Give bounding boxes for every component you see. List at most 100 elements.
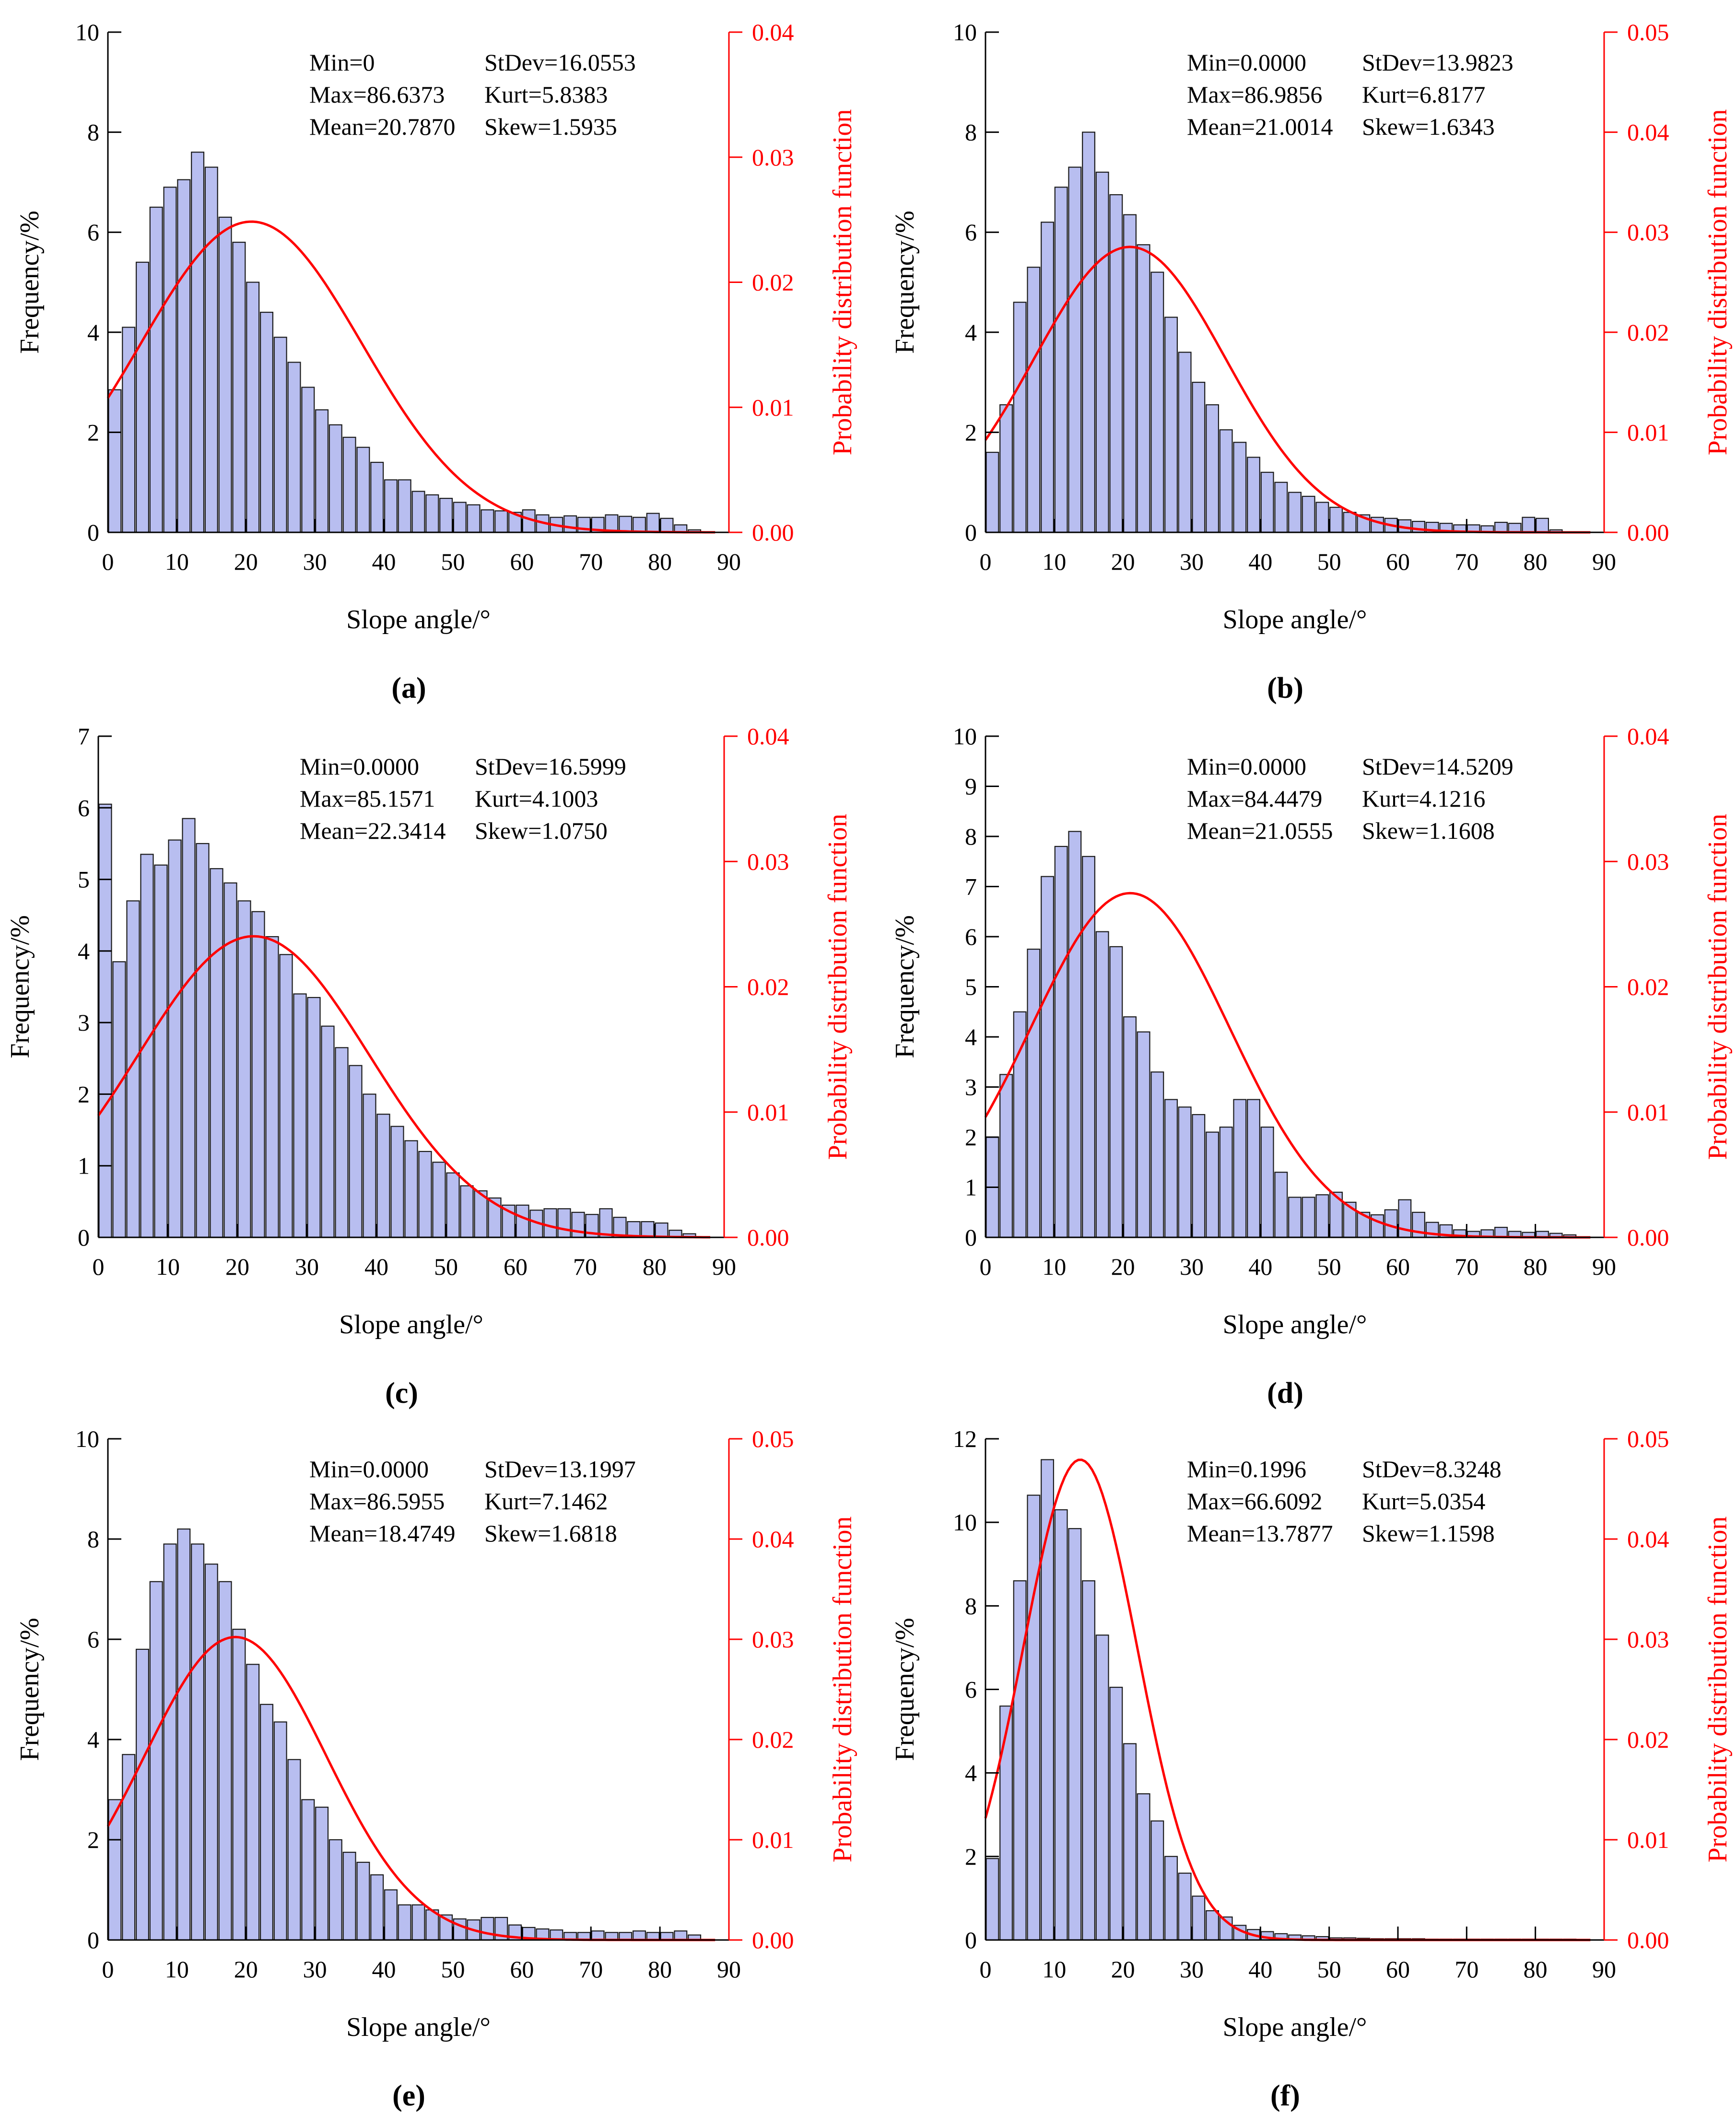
histogram-bar	[481, 1916, 494, 1941]
x-axis-tick-label: 10	[1042, 548, 1066, 575]
histogram-bar	[1082, 131, 1095, 533]
stat-left: Mean=22.3414	[300, 817, 446, 844]
y2-axis-label: Probability distribution function	[1703, 1516, 1733, 1863]
right-axis-tick-label: 0.04	[747, 723, 789, 750]
right-axis-tick-label: 0.02	[1627, 974, 1669, 1000]
histogram-bar	[432, 1162, 446, 1238]
histogram-bar	[1054, 846, 1068, 1238]
x-axis-tick-label: 40	[1248, 1253, 1272, 1280]
histogram-bar	[1302, 495, 1315, 533]
left-axis-tick-label: 4	[78, 938, 90, 964]
histogram-bar	[237, 900, 251, 1238]
histogram-bar	[1164, 317, 1178, 533]
left-axis-tick-label: 7	[78, 723, 90, 750]
x-axis-tick-label: 90	[717, 548, 741, 575]
x-axis-tick-label: 0	[980, 548, 992, 575]
stat-right: Skew=1.0750	[475, 817, 608, 844]
y2-axis-label: Probability distribution function	[1703, 109, 1733, 456]
x-axis-tick-label: 70	[579, 548, 603, 575]
histogram-bar	[985, 451, 999, 533]
histogram-bar	[1137, 1793, 1150, 1941]
stat-left: Min=0.0000	[309, 1456, 429, 1482]
x-axis-tick-label: 0	[980, 1253, 992, 1280]
histogram-bar	[453, 1918, 467, 1941]
right-axis-tick-label: 0.04	[752, 19, 794, 46]
left-axis-tick-label: 6	[965, 219, 977, 246]
right-axis-tick-label: 0.01	[752, 1826, 794, 1853]
histogram-bar	[660, 517, 674, 533]
histogram-bar	[1329, 506, 1343, 533]
stat-left: Mean=18.4749	[309, 1520, 456, 1547]
histogram-bar	[246, 1664, 260, 1941]
histogram-bar	[273, 337, 287, 533]
x-axis-tick-label: 0	[102, 548, 114, 575]
x-axis-tick-label: 30	[303, 1956, 327, 1983]
stat-right: StDev=13.1997	[484, 1456, 636, 1482]
right-axis-tick-label: 0.01	[1627, 419, 1669, 446]
left-axis-tick-label: 8	[87, 119, 99, 146]
histogram-bar	[1164, 1856, 1178, 1941]
x-axis-tick-label: 0	[102, 1956, 114, 1983]
y-axis-label: Frequency/%	[15, 1618, 45, 1761]
left-axis-tick-label: 6	[965, 923, 977, 950]
right-axis-tick-label: 0.03	[752, 144, 794, 171]
right-axis-tick-label: 0.00	[747, 1224, 789, 1251]
histogram-bar	[1302, 1197, 1315, 1238]
right-axis-tick-label: 0.04	[752, 1526, 794, 1552]
x-axis-tick-label: 20	[225, 1253, 249, 1280]
normal-fit-curve	[97, 935, 710, 1239]
x-axis-tick-label: 60	[1386, 1253, 1410, 1280]
histogram-bar	[1219, 429, 1233, 533]
histogram-bar	[363, 1093, 376, 1238]
x-axis-tick-label: 40	[364, 1253, 388, 1280]
right-axis-tick-label: 0.02	[1627, 319, 1669, 346]
histogram-bar	[1247, 1099, 1260, 1238]
panel-d: 0 1 2 3 4 5 6 7 8 9 10 0 10 20 30 40 50 60 70 80 90 0.00 0.01 0…	[890, 723, 1733, 1410]
histogram-bar	[411, 491, 425, 533]
histogram-bar	[1274, 1172, 1288, 1238]
histogram-bar	[1082, 1580, 1095, 1941]
left-axis-tick-label: 1	[965, 1174, 977, 1201]
histogram-bar	[163, 187, 177, 533]
x-axis-tick-label: 90	[1592, 548, 1616, 575]
histogram-bar	[370, 461, 384, 533]
left-axis-tick-label: 2	[87, 1826, 99, 1853]
right-axis-tick-label: 0.05	[1627, 1425, 1669, 1452]
histogram-bar	[1137, 244, 1150, 533]
normal-fit-curve	[106, 220, 716, 534]
left-axis-tick-label: 9	[965, 773, 977, 800]
histogram-bar	[1150, 271, 1164, 533]
stat-right: StDev=13.9823	[1362, 49, 1513, 76]
panel-label: (b)	[1267, 672, 1303, 705]
panel-label: (c)	[385, 1377, 418, 1410]
left-axis-tick-label: 4	[965, 1760, 977, 1787]
histogram-bar	[246, 282, 260, 533]
stats-annotation: Min=0.1996 StDev=8.3248 Max=66.6092 Kurt=5.…	[1187, 1456, 1501, 1547]
histogram-bar	[1274, 482, 1288, 533]
right-axis-tick-label: 0.00	[1627, 1927, 1669, 1953]
stats-annotation: Min=0 StDev=16.0553 Max=86.6373 Kurt=5.8383…	[309, 49, 636, 140]
histogram-bar	[223, 882, 237, 1238]
left-axis-tick-label: 6	[87, 219, 99, 246]
histogram-bar	[646, 513, 660, 533]
histogram-bar	[1027, 267, 1041, 533]
histogram-bar	[301, 387, 315, 533]
histogram-bar	[1315, 502, 1329, 533]
x-axis-tick-label: 70	[1454, 1956, 1478, 1983]
x-axis-tick-label: 70	[579, 1956, 603, 1983]
stats-annotation: Min=0.0000 StDev=13.1997 Max=86.5955 Kurt=7…	[309, 1456, 636, 1547]
stat-right: Skew=1.1608	[1362, 817, 1495, 844]
left-axis-tick-label: 8	[87, 1526, 99, 1552]
x-axis-tick-label: 60	[1386, 548, 1410, 575]
x-axis-tick-label: 0	[93, 1253, 105, 1280]
histogram-bar	[1109, 946, 1123, 1238]
histogram-bar	[136, 261, 150, 533]
right-axis-tick-label: 0.00	[1627, 519, 1669, 546]
x-axis-label: Slope angle/°	[346, 605, 491, 635]
left-axis-tick-label: 5	[965, 974, 977, 1000]
left-axis-tick-label: 0	[87, 519, 99, 546]
histogram-bar	[163, 1543, 177, 1941]
histogram-bar	[1398, 1199, 1412, 1238]
x-axis-tick-label: 70	[1454, 1253, 1478, 1280]
